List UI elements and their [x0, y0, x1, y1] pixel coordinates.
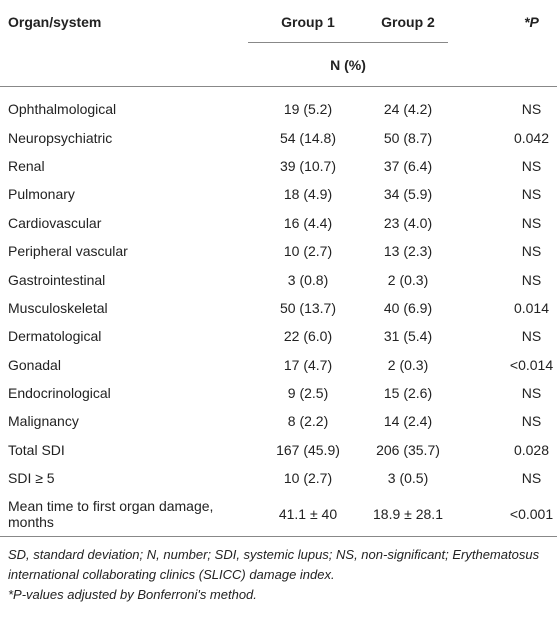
table-cell: Renal: [8, 157, 45, 174]
table-cell: 37 (6.4): [383, 157, 433, 174]
table-cell: 2 (0.3): [387, 356, 429, 373]
table-row: Gonadal 17 (4.7) 2 (0.3) <0.014: [0, 351, 557, 379]
table-row: Total SDI 167 (45.9) 206 (35.7) 0.028: [0, 436, 557, 464]
table-cell: 0.042: [513, 129, 550, 146]
table-row: SDI ≥ 5 10 (2.7) 3 (0.5) NS: [0, 464, 557, 492]
table-cell: NS: [521, 385, 542, 402]
table-cell: NS: [521, 470, 542, 487]
table-cell: NS: [521, 413, 542, 430]
table-cell: 41.1 ± 40: [248, 492, 368, 538]
table-cell: Cardiovascular: [8, 214, 102, 231]
table-cell: Neuropsychiatric: [8, 129, 113, 146]
table-head: Organ/system Group 1 Group 2 *P N (%): [0, 1, 557, 87]
table-cell: 167 (45.9): [276, 441, 340, 458]
table-cell: 19 (5.2): [283, 101, 333, 118]
subheader-row: N (%): [0, 42, 557, 87]
header-cell: Organ/system: [8, 13, 102, 30]
table-row: Pulmonary 18 (4.9) 34 (5.9) NS: [0, 180, 557, 208]
table-row: Dermatological 22 (6.0) 31 (5.4) NS: [0, 322, 557, 350]
table-cell: NS: [521, 186, 542, 203]
table-row: Mean time to first organ damage, months 4…: [0, 492, 557, 538]
table-cell: Malignancy: [8, 413, 79, 430]
table-cell: NS: [521, 157, 542, 174]
table-cell: 54 (14.8): [279, 129, 337, 146]
table-cell: NS: [521, 328, 542, 345]
table-cell: 16 (4.4): [283, 214, 333, 231]
table-cell: 17 (4.7): [283, 356, 333, 373]
table-cell: 22 (6.0): [283, 328, 333, 345]
table-cell: 3 (0.5): [387, 470, 429, 487]
table-cell: 0.014: [513, 299, 550, 316]
empty-cell: [448, 42, 557, 87]
table-cell: Gonadal: [8, 356, 61, 373]
table-row: Cardiovascular 16 (4.4) 23 (4.0) NS: [0, 209, 557, 237]
table-cell: NS: [521, 101, 542, 118]
table-cell: 50 (13.7): [279, 299, 337, 316]
table-cell: 39 (10.7): [279, 157, 337, 174]
footnote: *P-values adjusted by Bonferroni's metho…: [8, 587, 257, 603]
header-cell: *P: [524, 13, 539, 30]
table-cell: NS: [521, 271, 542, 288]
table-cell: Total SDI: [8, 441, 65, 458]
table-cell: 50 (8.7): [383, 129, 433, 146]
header-cell: Group 1: [248, 1, 368, 43]
footnotes: SD, standard deviation; N, number; SDI, …: [0, 537, 557, 605]
table-cell: Ophthalmological: [8, 101, 117, 118]
header-cell: Group 2: [368, 1, 448, 43]
table-row: Gastrointestinal 3 (0.8) 2 (0.3) NS: [0, 265, 557, 293]
table-cell: 9 (2.5): [287, 385, 329, 402]
footnote: SD, standard deviation; N, number; SDI, …: [8, 547, 540, 583]
table-cell: 10 (2.7): [283, 243, 333, 260]
header-row: Organ/system Group 1 Group 2 *P: [0, 1, 557, 43]
table-cell: Pulmonary: [8, 186, 75, 203]
table-row: Peripheral vascular 10 (2.7) 13 (2.3) NS: [0, 237, 557, 265]
table-cell: NS: [521, 214, 542, 231]
table-cell: 23 (4.0): [383, 214, 433, 231]
table-body: Ophthalmological 19 (5.2) 24 (4.2) NS Neurop…: [0, 87, 557, 538]
table-row: Neuropsychiatric 54 (14.8) 50 (8.7) 0.042: [0, 123, 557, 151]
table-cell: Dermatological: [8, 328, 102, 345]
table-cell: 14 (2.4): [383, 413, 433, 430]
table-cell: Musculoskeletal: [8, 299, 108, 316]
subheader: N (%): [248, 42, 448, 87]
table-cell: <0.001: [448, 492, 557, 538]
table-row: Musculoskeletal 50 (13.7) 40 (6.9) 0.014: [0, 294, 557, 322]
empty-cell: [0, 42, 248, 87]
table-row: Ophthalmological 19 (5.2) 24 (4.2) NS: [0, 87, 557, 124]
data-table: Organ/system Group 1 Group 2 *P N (%) Op…: [0, 1, 557, 538]
table-row: Malignancy 8 (2.2) 14 (2.4) NS: [0, 407, 557, 435]
table-cell: 34 (5.9): [383, 186, 433, 203]
table-cell: 18.9 ± 28.1: [368, 492, 448, 538]
table-cell: 206 (35.7): [376, 441, 440, 458]
table-cell: 18 (4.9): [283, 186, 333, 203]
table-cell: 15 (2.6): [383, 385, 433, 402]
table-cell: 40 (6.9): [383, 299, 433, 316]
table-cell: SDI ≥ 5: [8, 470, 55, 487]
table-cell: Gastrointestinal: [8, 271, 106, 288]
table-cell: NS: [521, 243, 542, 260]
table-cell: 13 (2.3): [383, 243, 433, 260]
table-cell: Peripheral vascular: [8, 243, 128, 260]
table-row: Renal 39 (10.7) 37 (6.4) NS: [0, 152, 557, 180]
table-cell: <0.014: [509, 356, 554, 373]
table-cell: Endocrinological: [8, 385, 111, 402]
table-cell: 31 (5.4): [383, 328, 433, 345]
table-cell: 2 (0.3): [387, 271, 429, 288]
table-cell: 8 (2.2): [287, 413, 329, 430]
table-cell: Mean time to first organ damage, months: [0, 492, 248, 538]
table-cell: 24 (4.2): [383, 101, 433, 118]
table-cell: 3 (0.8): [287, 271, 329, 288]
table-cell: 10 (2.7): [283, 470, 333, 487]
table-row: Endocrinological 9 (2.5) 15 (2.6) NS: [0, 379, 557, 407]
table-cell: 0.028: [513, 441, 550, 458]
